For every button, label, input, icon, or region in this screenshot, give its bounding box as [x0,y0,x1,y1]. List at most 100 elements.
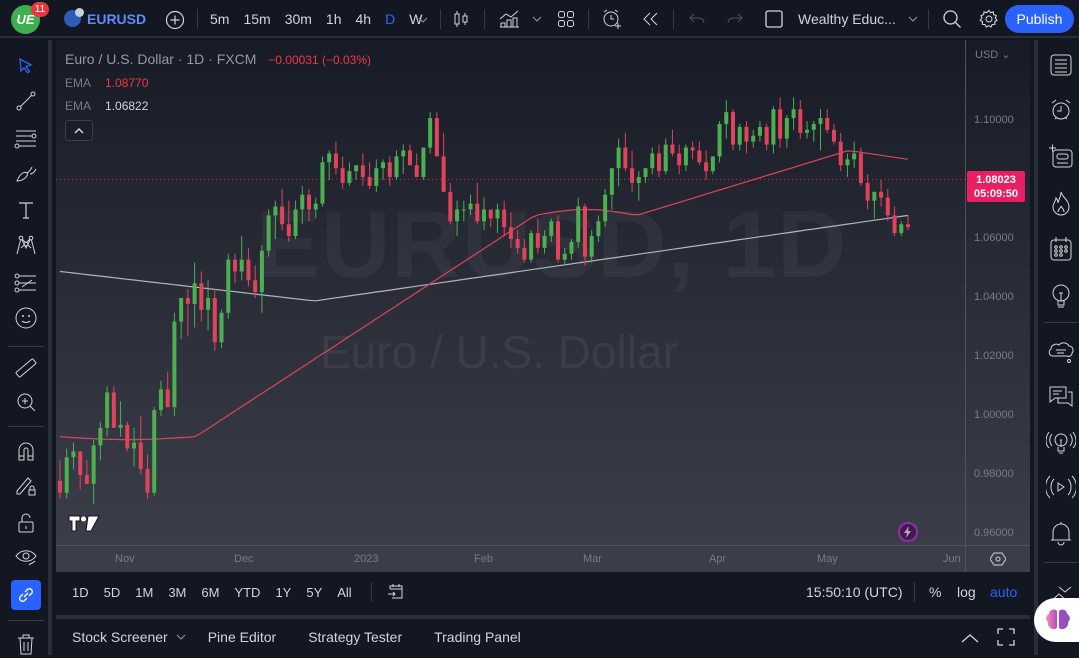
clock-timezone[interactable]: 15:50:10 (UTC) [806,584,903,600]
interval-1h[interactable]: 1h [325,11,342,27]
hotlists-button[interactable] [1046,188,1076,218]
range-3m[interactable]: 3M [168,584,187,600]
log-scale-toggle[interactable]: log [957,584,976,600]
hide-drawings-tool[interactable] [12,543,40,571]
interval-30m[interactable]: 30m [284,11,312,27]
redo-button[interactable] [725,10,745,28]
tips-button[interactable] [1046,428,1076,458]
trend-line-tool[interactable] [12,87,40,115]
tab-strategy-tester[interactable]: Strategy Tester [308,629,403,645]
symbol-search-button[interactable]: EURUSD [64,8,147,27]
cursor-tool[interactable] [12,52,40,80]
ema-slow-value: 1.06822 [105,99,149,113]
tab-pine-editor[interactable]: Pine Editor [207,629,277,645]
ema-fast-label: EMA [65,76,92,90]
tab-trading-panel[interactable]: Trading Panel [434,629,521,645]
auto-scale-toggle[interactable]: auto [990,584,1018,600]
lock-open-icon [18,513,34,533]
remove-drawings-tool[interactable] [12,630,40,658]
layout-templates-button[interactable] [555,8,577,30]
expand-panel-button[interactable] [961,630,979,646]
undo-button[interactable] [687,10,707,28]
zoom-in-icon [17,393,36,412]
lightning-icon [904,526,911,538]
tradingview-logo[interactable] [68,514,100,537]
ideas-button[interactable] [1046,281,1076,311]
brush-tool[interactable] [12,160,40,188]
price-axis[interactable]: USD ⌄ 1.100001.080001.060001.040001.0200… [965,40,1030,545]
trend-line-icon [16,91,36,111]
publish-button[interactable]: Publish [1005,5,1074,33]
eye-icon [15,550,37,566]
layout-square-button[interactable] [763,9,785,29]
range-6m[interactable]: 6M [201,584,220,600]
price-label: 1.02000 [974,350,1014,362]
alarm-plus-icon [603,9,621,29]
messages-button[interactable] [1046,382,1076,412]
magnet-tool[interactable] [12,437,40,465]
ema-fast-value: 1.08770 [105,76,149,90]
icons-tool[interactable] [12,304,40,332]
square-icon [765,10,783,28]
chart-type-button[interactable] [450,8,472,30]
object-tree-button[interactable] [1046,141,1076,171]
range-1d[interactable]: 1D [72,584,89,600]
ai-assistant-button[interactable] [1034,598,1079,642]
sync-drawings-tool[interactable] [11,580,41,610]
layout-dropdown[interactable] [906,12,920,26]
currency-selector[interactable]: USD ⌄ [975,48,1011,61]
chats-button[interactable] [1046,336,1076,366]
lock-all-tool[interactable] [12,509,40,537]
range-5y[interactable]: 5Y [306,584,323,600]
indicators-button[interactable] [497,8,521,30]
ema-fast-legend[interactable]: EMA 1.08770 [65,76,148,90]
calendar-button[interactable] [1046,234,1076,264]
search-button[interactable] [941,8,963,30]
replay-button[interactable] [640,9,662,29]
interval-4h[interactable]: 4h [355,11,372,27]
alerts-button[interactable] [1046,95,1076,125]
pencil-lock-icon [16,477,36,496]
range-all[interactable]: All [337,584,352,600]
intervals-dropdown[interactable] [415,12,431,28]
maximize-panel-button[interactable] [997,628,1015,649]
symbol-label: EURUSD [87,10,147,27]
watchlist-button[interactable] [1046,50,1076,80]
notifications-button[interactable] [1046,518,1076,548]
tab-stock-screener[interactable]: Stock Screener [72,629,186,645]
text-tool[interactable] [12,196,40,224]
lock-drawings-tool[interactable] [12,472,40,500]
pattern-tool[interactable] [12,232,40,260]
time-label: 2023 [354,553,379,565]
interval-d[interactable]: D [385,11,396,27]
fib-tool[interactable] [12,124,40,152]
range-5d[interactable]: 5D [103,584,121,600]
prediction-tool[interactable] [12,269,40,297]
series-title[interactable]: Euro / U.S. Dollar · 1D · FXCM [65,51,257,67]
layout-name-button[interactable]: Wealthy Educ... [798,0,896,38]
range-1y[interactable]: 1Y [275,584,292,600]
create-alert-button[interactable] [600,7,624,31]
range-1m[interactable]: 1M [135,584,154,600]
chevron-up-icon [961,634,979,643]
time-axis[interactable]: Nov Dec 2023 Feb Mar Apr May Jun [56,545,965,572]
range-ytd[interactable]: YTD [234,584,261,600]
notification-badge: 11 [31,2,49,17]
interval-15m[interactable]: 15m [243,11,271,27]
measure-tool[interactable] [12,354,40,382]
collapse-legend-button[interactable] [65,120,93,141]
chart-pane[interactable]: EURUSD, 1D Euro / U.S. Dollar Euro / U.S… [56,40,965,545]
lightning-events-button[interactable] [898,522,918,542]
interval-w[interactable]: W [409,11,423,27]
ema-slow-legend[interactable]: EMA 1.06822 [65,99,148,113]
percent-scale-toggle[interactable]: % [929,584,942,600]
settings-button[interactable] [978,8,1000,30]
zoom-in-tool[interactable] [12,388,40,416]
streams-button[interactable] [1046,472,1076,502]
axis-settings-button[interactable] [965,545,1030,572]
compare-add-symbol-button[interactable] [164,9,186,31]
lightbulb-waves-icon [1046,431,1076,454]
interval-5m[interactable]: 5m [210,11,230,27]
indicators-dropdown[interactable] [530,12,544,26]
goto-date-button[interactable] [387,583,405,601]
